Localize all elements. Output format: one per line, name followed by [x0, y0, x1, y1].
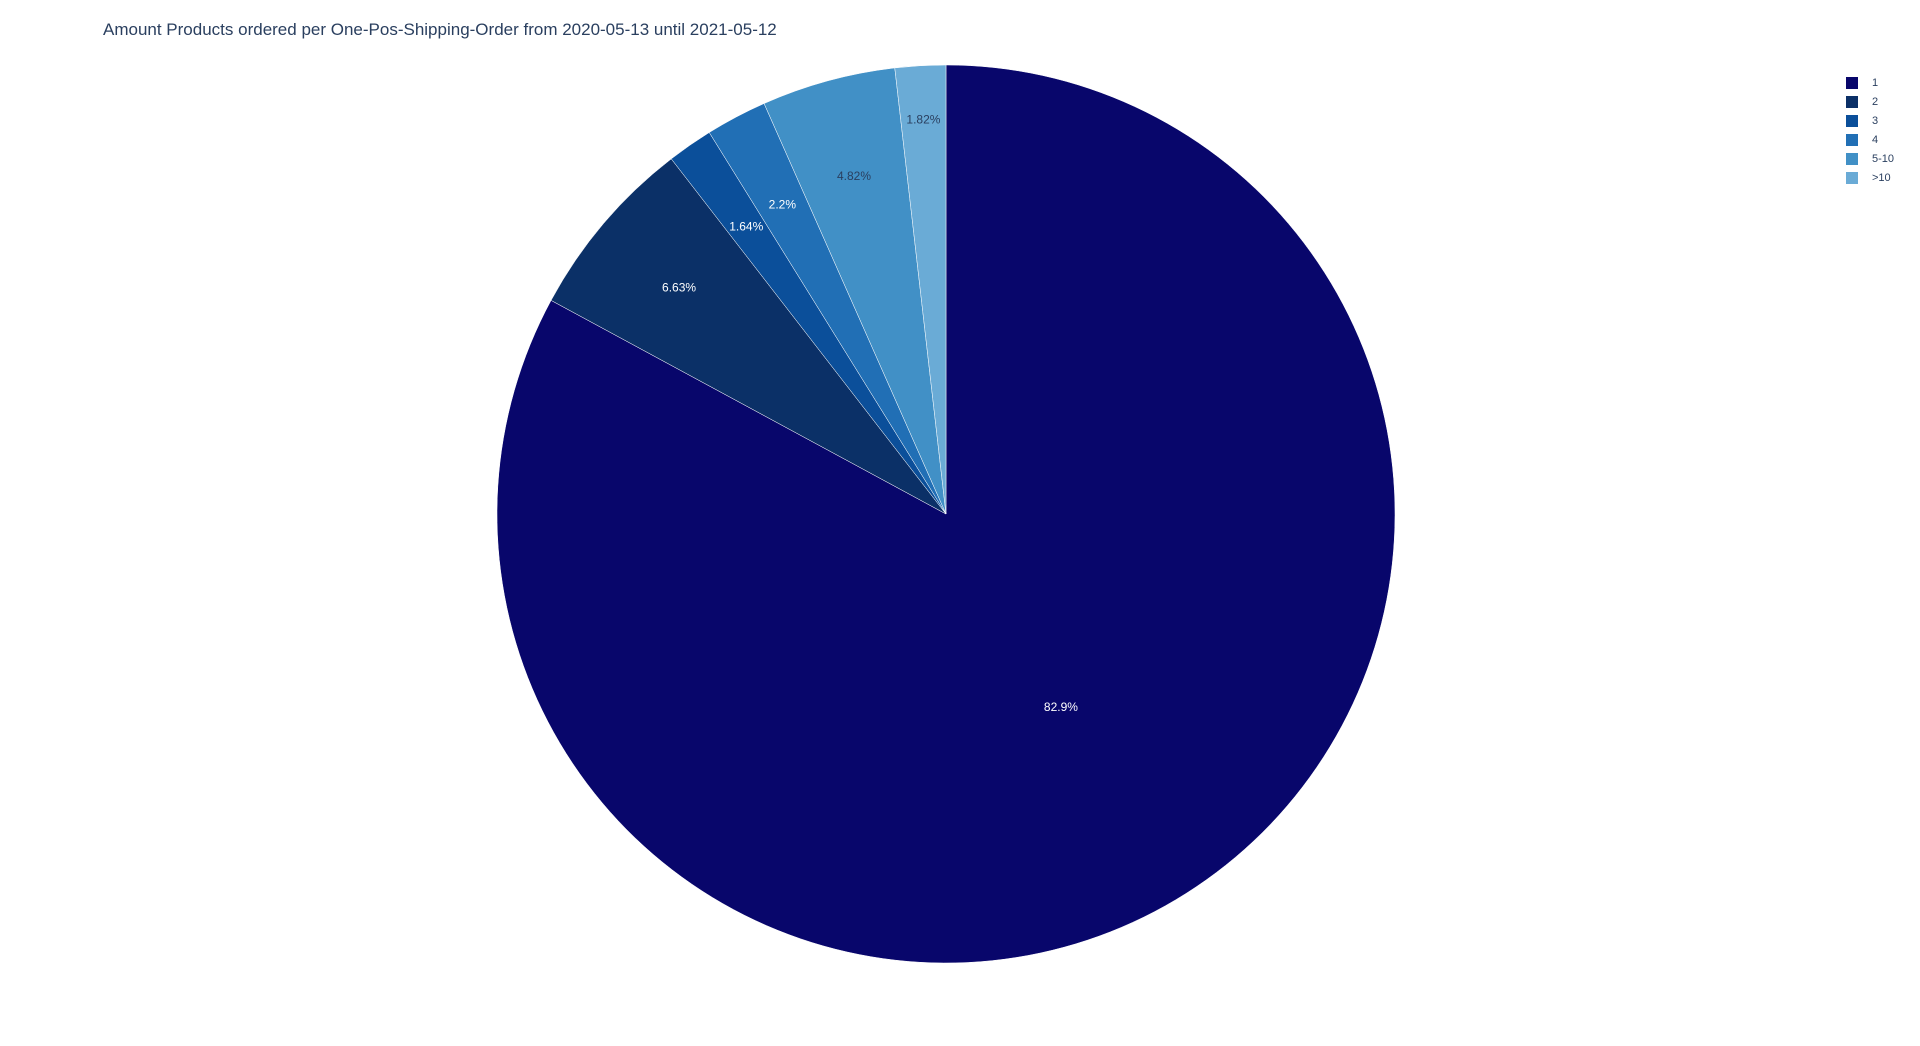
legend-item[interactable]: 4 [1846, 130, 1894, 149]
slice-label: 1.64% [729, 219, 763, 233]
legend-swatch [1846, 76, 1858, 89]
pie-slice--10[interactable] [894, 64, 947, 515]
slice-label: 2.2% [769, 197, 797, 211]
legend-label: >10 [1872, 171, 1891, 184]
chart-title: Amount Products ordered per One-Pos-Ship… [103, 20, 777, 39]
slice-label: 4.82% [837, 169, 871, 183]
legend-swatch [1846, 95, 1858, 108]
legend-swatch [1846, 133, 1858, 146]
legend-swatch [1846, 114, 1858, 127]
pie-slices [496, 64, 1396, 964]
legend-swatch [1846, 152, 1858, 165]
legend-label: 2 [1872, 95, 1879, 108]
legend-item[interactable]: >10 [1846, 168, 1894, 187]
legend-item[interactable]: 2 [1846, 92, 1894, 111]
pie-labels: 82.9% 6.63% 1.64% 2.2% 4.82% 1.82% [662, 113, 1078, 714]
legend-item[interactable]: 5-10 [1846, 149, 1894, 168]
legend-swatch [1846, 171, 1858, 184]
legend-label: 5-10 [1872, 152, 1895, 165]
slice-label: 82.9% [1044, 700, 1078, 714]
slice-label: 6.63% [662, 280, 696, 294]
legend-label: 3 [1872, 114, 1879, 127]
legend-label: 4 [1872, 133, 1879, 146]
legend: 1 2 3 4 5-10 >10 [1846, 73, 1894, 187]
legend-label: 1 [1872, 76, 1879, 89]
legend-item[interactable]: 1 [1846, 73, 1894, 92]
pie-slice-2[interactable] [550, 158, 947, 515]
legend-item[interactable]: 3 [1846, 111, 1894, 130]
slice-label: 1.82% [906, 113, 940, 127]
